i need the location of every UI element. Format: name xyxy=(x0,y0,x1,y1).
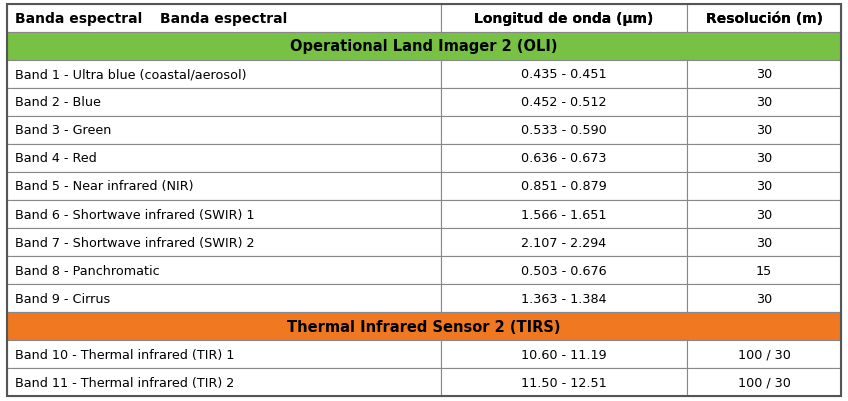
Bar xyxy=(7,256,441,284)
Bar xyxy=(441,5,687,33)
Text: 30: 30 xyxy=(756,208,773,221)
Text: 0.452 - 0.512: 0.452 - 0.512 xyxy=(521,96,606,109)
Text: Band 9 - Cirrus: Band 9 - Cirrus xyxy=(15,292,110,305)
Text: 100 / 30: 100 / 30 xyxy=(738,348,790,361)
Bar xyxy=(441,61,687,89)
Text: 100 / 30: 100 / 30 xyxy=(738,376,790,389)
Text: 0.503 - 0.676: 0.503 - 0.676 xyxy=(521,264,606,277)
Text: Thermal Infrared Sensor 2 (TIRS): Thermal Infrared Sensor 2 (TIRS) xyxy=(287,319,561,334)
Text: Longitud de onda (μm): Longitud de onda (μm) xyxy=(474,12,654,26)
Text: 2.107 - 2.294: 2.107 - 2.294 xyxy=(522,236,606,249)
Bar xyxy=(687,200,841,229)
Text: 30: 30 xyxy=(756,292,773,305)
Text: Banda espectral: Banda espectral xyxy=(15,12,142,26)
Text: 30: 30 xyxy=(756,124,773,137)
Bar xyxy=(441,368,687,396)
Bar xyxy=(687,61,841,89)
Text: Band 8 - Panchromatic: Band 8 - Panchromatic xyxy=(15,264,160,277)
Text: 11.50 - 12.51: 11.50 - 12.51 xyxy=(521,376,606,389)
Bar xyxy=(441,340,687,368)
Bar xyxy=(687,5,841,33)
Bar xyxy=(7,340,441,368)
Bar xyxy=(7,368,441,396)
Bar xyxy=(441,200,687,229)
Bar xyxy=(687,117,841,145)
Text: Band 6 - Shortwave infrared (SWIR) 1: Band 6 - Shortwave infrared (SWIR) 1 xyxy=(15,208,254,221)
Bar xyxy=(441,5,687,33)
Text: Band 3 - Green: Band 3 - Green xyxy=(15,124,112,137)
Bar xyxy=(441,117,687,145)
Bar xyxy=(7,229,441,256)
Bar xyxy=(7,200,441,229)
Text: 10.60 - 11.19: 10.60 - 11.19 xyxy=(521,348,606,361)
Bar xyxy=(687,340,841,368)
Bar xyxy=(7,5,441,33)
Text: 1.363 - 1.384: 1.363 - 1.384 xyxy=(521,292,606,305)
Bar xyxy=(441,284,687,312)
Bar xyxy=(441,145,687,172)
Bar xyxy=(7,89,441,117)
Bar xyxy=(7,172,441,200)
Text: Band 5 - Near infrared (NIR): Band 5 - Near infrared (NIR) xyxy=(15,180,193,193)
Bar xyxy=(441,256,687,284)
Text: 15: 15 xyxy=(756,264,773,277)
Text: 0.533 - 0.590: 0.533 - 0.590 xyxy=(521,124,606,137)
Text: 30: 30 xyxy=(756,96,773,109)
Text: Resolución (m): Resolución (m) xyxy=(706,12,823,26)
Text: 1.566 - 1.651: 1.566 - 1.651 xyxy=(521,208,606,221)
Text: Resolución (m): Resolución (m) xyxy=(706,12,823,26)
Text: Operational Land Imager 2 (OLI): Operational Land Imager 2 (OLI) xyxy=(290,39,558,54)
Bar xyxy=(687,89,841,117)
Text: 30: 30 xyxy=(756,152,773,165)
Bar xyxy=(7,145,441,172)
Text: Band 7 - Shortwave infrared (SWIR) 2: Band 7 - Shortwave infrared (SWIR) 2 xyxy=(15,236,254,249)
Text: Longitud de onda (μm): Longitud de onda (μm) xyxy=(474,12,654,26)
Bar xyxy=(7,284,441,312)
Bar xyxy=(441,172,687,200)
Text: 0.636 - 0.673: 0.636 - 0.673 xyxy=(521,152,606,165)
Text: Banda espectral: Banda espectral xyxy=(160,12,287,26)
Bar xyxy=(7,33,841,61)
Bar xyxy=(687,284,841,312)
Bar xyxy=(441,89,687,117)
Bar xyxy=(687,229,841,256)
Bar xyxy=(687,368,841,396)
Text: 0.435 - 0.451: 0.435 - 0.451 xyxy=(521,68,606,81)
Text: 0.851 - 0.879: 0.851 - 0.879 xyxy=(521,180,606,193)
Bar xyxy=(687,256,841,284)
Text: Band 10 - Thermal infrared (TIR) 1: Band 10 - Thermal infrared (TIR) 1 xyxy=(15,348,235,361)
Bar xyxy=(7,5,441,33)
Text: 30: 30 xyxy=(756,236,773,249)
Bar xyxy=(7,312,841,340)
Bar xyxy=(441,229,687,256)
Bar xyxy=(7,61,441,89)
Bar xyxy=(687,5,841,33)
Bar xyxy=(687,172,841,200)
Text: 30: 30 xyxy=(756,180,773,193)
Text: Band 4 - Red: Band 4 - Red xyxy=(15,152,97,165)
Text: 30: 30 xyxy=(756,68,773,81)
Text: Band 11 - Thermal infrared (TIR) 2: Band 11 - Thermal infrared (TIR) 2 xyxy=(15,376,235,389)
Text: Band 1 - Ultra blue (coastal/aerosol): Band 1 - Ultra blue (coastal/aerosol) xyxy=(15,68,247,81)
Text: Band 2 - Blue: Band 2 - Blue xyxy=(15,96,101,109)
Bar xyxy=(7,117,441,145)
Bar xyxy=(687,145,841,172)
